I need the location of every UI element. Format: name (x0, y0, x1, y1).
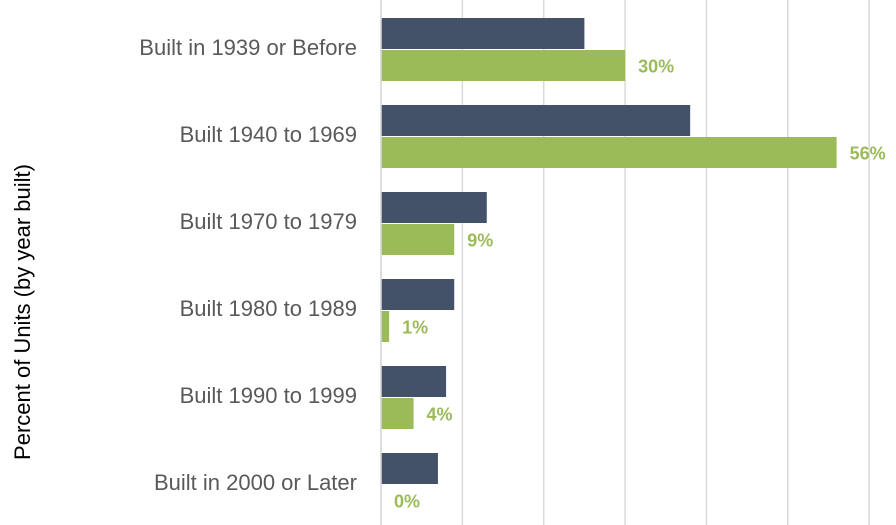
bar (381, 398, 414, 429)
bar (381, 18, 585, 49)
y-tick-label: Built in 1939 or Before (139, 35, 357, 60)
y-tick-label: Built 1980 to 1989 (180, 296, 357, 321)
y-tick-label: Built in 2000 or Later (154, 470, 357, 495)
bar (381, 192, 487, 223)
value-label: 1% (402, 317, 428, 337)
value-label: 56% (850, 143, 886, 163)
value-label: 4% (427, 404, 453, 424)
value-label: 0% (394, 491, 420, 511)
bar (381, 224, 455, 255)
bar (381, 137, 837, 168)
y-tick-label: Built 1940 to 1969 (180, 122, 357, 147)
y-axis-label: Percent of Units (by year built) (10, 164, 35, 460)
bar (381, 50, 626, 81)
value-label: 30% (638, 56, 674, 76)
bar (381, 105, 691, 136)
bar (381, 279, 455, 310)
y-tick-label: Built 1990 to 1999 (180, 383, 357, 408)
bar (381, 366, 447, 397)
bar (381, 311, 390, 342)
bar (381, 453, 438, 484)
y-tick-label: Built 1970 to 1979 (180, 209, 357, 234)
value-label: 9% (467, 230, 493, 250)
